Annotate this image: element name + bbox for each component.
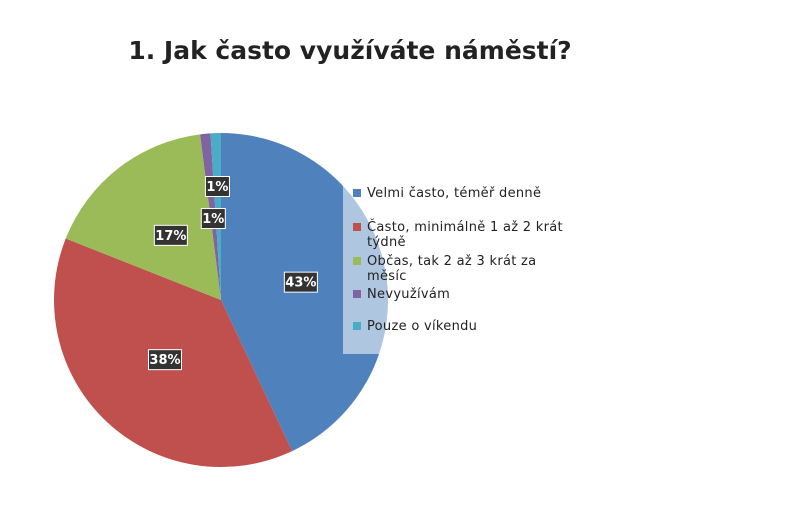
legend-swatch [353,322,361,330]
chart-title: 1. Jak často využíváte náměstí? [128,36,571,65]
data-label: 38% [147,349,182,371]
data-label-text: 38% [149,353,180,368]
data-label-text: 43% [285,276,316,291]
data-label-text: 17% [155,229,186,244]
data-label: 17% [153,224,188,246]
data-label-box [283,271,318,293]
data-label-text: 1% [202,212,224,227]
legend-item: Nevyužívám [353,287,563,302]
legend-label: Nevyužívám [367,287,451,302]
legend-swatch [353,257,361,265]
data-label: 1% [204,175,230,197]
legend-item: Velmi často, téměř denně [353,186,563,201]
legend-item: Pouze o víkendu [353,319,563,334]
data-label: 1% [200,208,226,230]
data-label-box [204,175,230,197]
legend-label: Občas, tak 2 až 3 krát za měsíc [367,254,537,284]
data-label-box [153,224,188,246]
legend-label: Pouze o víkendu [367,319,478,334]
legend-swatch [353,290,361,298]
data-label: 43% [283,271,318,293]
legend-label: Často, minimálně 1 až 2 krát týdně [367,220,563,250]
legend-label: Velmi často, téměř denně [367,186,542,201]
data-label-text: 1% [206,180,228,195]
legend-item: Občas, tak 2 až 3 krát za měsíc [353,254,563,284]
legend-swatch [353,189,361,197]
legend: Velmi často, téměř denně Často, minimálně… [343,178,581,354]
legend-item: Často, minimálně 1 až 2 krát týdně [353,220,563,250]
legend-swatch [353,223,361,231]
data-label-box [147,349,182,371]
pie-slice [65,134,221,300]
data-label-box [200,208,226,230]
